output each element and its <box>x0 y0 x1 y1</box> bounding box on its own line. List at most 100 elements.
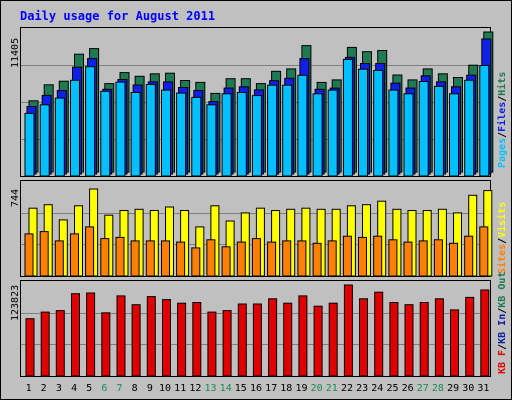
pages-bar <box>342 58 353 177</box>
pages-bar <box>221 93 232 177</box>
x-tick-label: 30 <box>462 383 474 394</box>
legend-entry: KB Out <box>497 272 508 308</box>
pages-bar <box>373 69 384 177</box>
x-tick-label: 1 <box>26 383 32 394</box>
x-tick-label: 3 <box>56 383 62 394</box>
pages-bar <box>161 89 171 177</box>
visits-sites-panel: 744 Sites/Visits <box>10 180 508 277</box>
x-tick-label: 12 <box>189 383 201 394</box>
y-max-label: 744 <box>10 189 21 207</box>
panel-bars <box>25 284 490 377</box>
x-tick-label: 21 <box>326 383 338 394</box>
sites-bar <box>267 241 277 277</box>
sites-bar <box>100 238 110 277</box>
pages-bar <box>433 85 444 177</box>
pages-bar <box>145 84 156 177</box>
sites-bar <box>221 246 231 277</box>
x-tick-label: 16 <box>250 383 262 394</box>
legend-entry: Visits <box>496 202 508 238</box>
sites-bar <box>39 231 49 277</box>
sites-bar <box>130 240 140 277</box>
legend-entry: Hits <box>496 72 508 96</box>
sites-bar <box>418 240 428 277</box>
x-tick-label: 26 <box>402 383 414 394</box>
pages-bar <box>54 97 65 177</box>
pages-bar <box>358 68 368 177</box>
hits-files-pages-panel: 11405 Pages/Files/Hits <box>10 27 508 177</box>
sites-bar <box>236 241 246 277</box>
panel-bars <box>24 188 493 277</box>
kbf-bar <box>192 302 202 377</box>
x-tick-label: 2 <box>41 383 47 394</box>
x-tick-label: 6 <box>101 383 107 394</box>
chart-title: Daily usage for August 2011 <box>20 9 215 23</box>
x-tick-label: 5 <box>86 383 92 394</box>
pages-bar <box>176 92 187 177</box>
y-max-label: 123823 <box>10 285 21 321</box>
kbf-bar <box>419 302 429 377</box>
pages-bar <box>388 89 399 177</box>
pages-bar <box>282 84 293 177</box>
panel-bars <box>24 31 494 177</box>
sites-bar <box>433 239 443 277</box>
sites-bar <box>54 240 64 277</box>
kbf-bar <box>328 302 338 377</box>
kbf-bar <box>131 304 141 377</box>
x-tick-label: 14 <box>220 383 232 394</box>
kbf-bar <box>465 296 475 377</box>
kbf-bar <box>359 298 368 377</box>
legend-separator: / <box>497 308 508 314</box>
pages-bar <box>24 112 35 177</box>
kbf-bar <box>313 305 323 377</box>
x-axis-day-labels: 1 2 3 4 5 6 7 8 9 10 11 12 13 14 15 16 17 18 19 20 21 22 23 24 2… <box>26 383 490 394</box>
x-tick-label: 24 <box>371 383 383 394</box>
kbf-bar <box>162 299 171 377</box>
pages-bar <box>206 104 217 177</box>
sites-bar <box>115 236 125 277</box>
kbf-bar <box>207 311 217 377</box>
pages-bar <box>327 89 338 177</box>
pages-bar <box>70 79 80 177</box>
kbf-bar <box>450 309 459 377</box>
legend-separator: / <box>497 238 508 244</box>
x-tick-label: 8 <box>132 383 138 394</box>
pages-bar <box>100 90 111 177</box>
sites-bar <box>373 235 383 277</box>
pages-bar <box>464 79 475 177</box>
pages-bar <box>479 65 490 177</box>
sites-bar <box>342 235 352 277</box>
legend-separator: / <box>497 96 508 102</box>
x-tick-label: 27 <box>417 383 429 394</box>
x-tick-label: 13 <box>204 383 216 394</box>
x-tick-label: 25 <box>386 383 398 394</box>
pages-bar <box>449 93 459 177</box>
kbf-bar <box>268 298 278 377</box>
x-tick-label: 18 <box>280 383 292 394</box>
kbf-bar <box>101 312 111 377</box>
sites-bar <box>358 236 367 277</box>
kbf-bar <box>116 295 126 377</box>
pages-bar <box>251 95 262 177</box>
kbf-bar <box>222 310 232 377</box>
x-tick-label: 15 <box>235 383 247 394</box>
x-tick-label: 4 <box>71 383 77 394</box>
kbf-bar <box>434 298 444 377</box>
x-tick-label: 10 <box>159 383 171 394</box>
sites-bar <box>479 226 489 277</box>
kbf-bar <box>389 302 399 377</box>
sites-bar <box>176 241 186 277</box>
x-tick-label: 29 <box>447 383 459 394</box>
pages-bar <box>191 96 202 177</box>
kbf-bar <box>374 291 384 377</box>
sites-bar <box>161 240 170 277</box>
pages-bar <box>130 92 141 177</box>
sites-bar <box>388 239 398 277</box>
kbf-bar <box>404 304 414 377</box>
kbf-bar <box>55 310 65 377</box>
sites-bar <box>464 235 474 277</box>
legend-text: KB F/KB In/KB Out <box>497 272 508 374</box>
pages-bar <box>236 92 247 177</box>
x-tick-label: 17 <box>265 383 277 394</box>
